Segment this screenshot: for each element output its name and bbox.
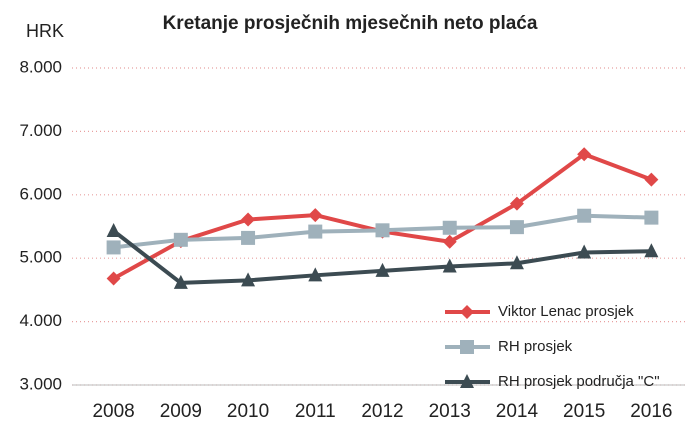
point [241, 230, 256, 245]
point [106, 222, 121, 237]
x-tick-label: 2011 [295, 401, 336, 422]
point [173, 274, 188, 289]
point [577, 244, 592, 259]
point [577, 147, 592, 162]
x-tick-label: 2008 [92, 401, 134, 422]
point [375, 223, 390, 238]
point [644, 210, 659, 225]
point [442, 258, 457, 273]
point [106, 240, 121, 255]
legend-marker [460, 305, 474, 319]
y-tick-label: 7.000 [19, 121, 62, 140]
x-tick-label: 2014 [496, 401, 539, 422]
legend-marker [460, 374, 474, 388]
x-tick-label: 2009 [160, 401, 202, 422]
x-tick-label: 2016 [630, 401, 672, 422]
legend-label: Viktor Lenac prosjek [498, 303, 634, 320]
point [442, 234, 457, 249]
y-tick-label: 8.000 [19, 57, 62, 76]
point [308, 208, 323, 223]
point [644, 243, 659, 258]
point [577, 208, 592, 223]
y-tick-label: 6.000 [19, 184, 62, 203]
point [509, 220, 524, 235]
point [509, 255, 524, 270]
x-tick-label: 2010 [227, 401, 269, 422]
x-tick-label: 2012 [361, 401, 403, 422]
legend-label: RH prosjek područja "C" [498, 373, 660, 390]
point [442, 220, 457, 235]
point [509, 196, 524, 211]
point [106, 271, 121, 286]
point [375, 262, 390, 277]
legend-marker [460, 340, 474, 354]
point [644, 172, 659, 187]
point [173, 232, 188, 247]
point [308, 267, 323, 282]
point [241, 212, 256, 227]
y-tick-label: 4.000 [19, 311, 62, 330]
y-tick-label: 5.000 [19, 248, 62, 267]
x-tick-label: 2013 [429, 401, 471, 422]
y-tick-label: 3.000 [19, 374, 62, 393]
point [308, 224, 323, 239]
chart-title: Kretanje prosječnih mjesečnih neto plaća [163, 13, 538, 34]
point [241, 272, 256, 287]
x-tick-label: 2015 [563, 401, 605, 422]
legend-label: RH prosjek [498, 338, 573, 355]
y-axis-label: HRK [26, 21, 64, 41]
